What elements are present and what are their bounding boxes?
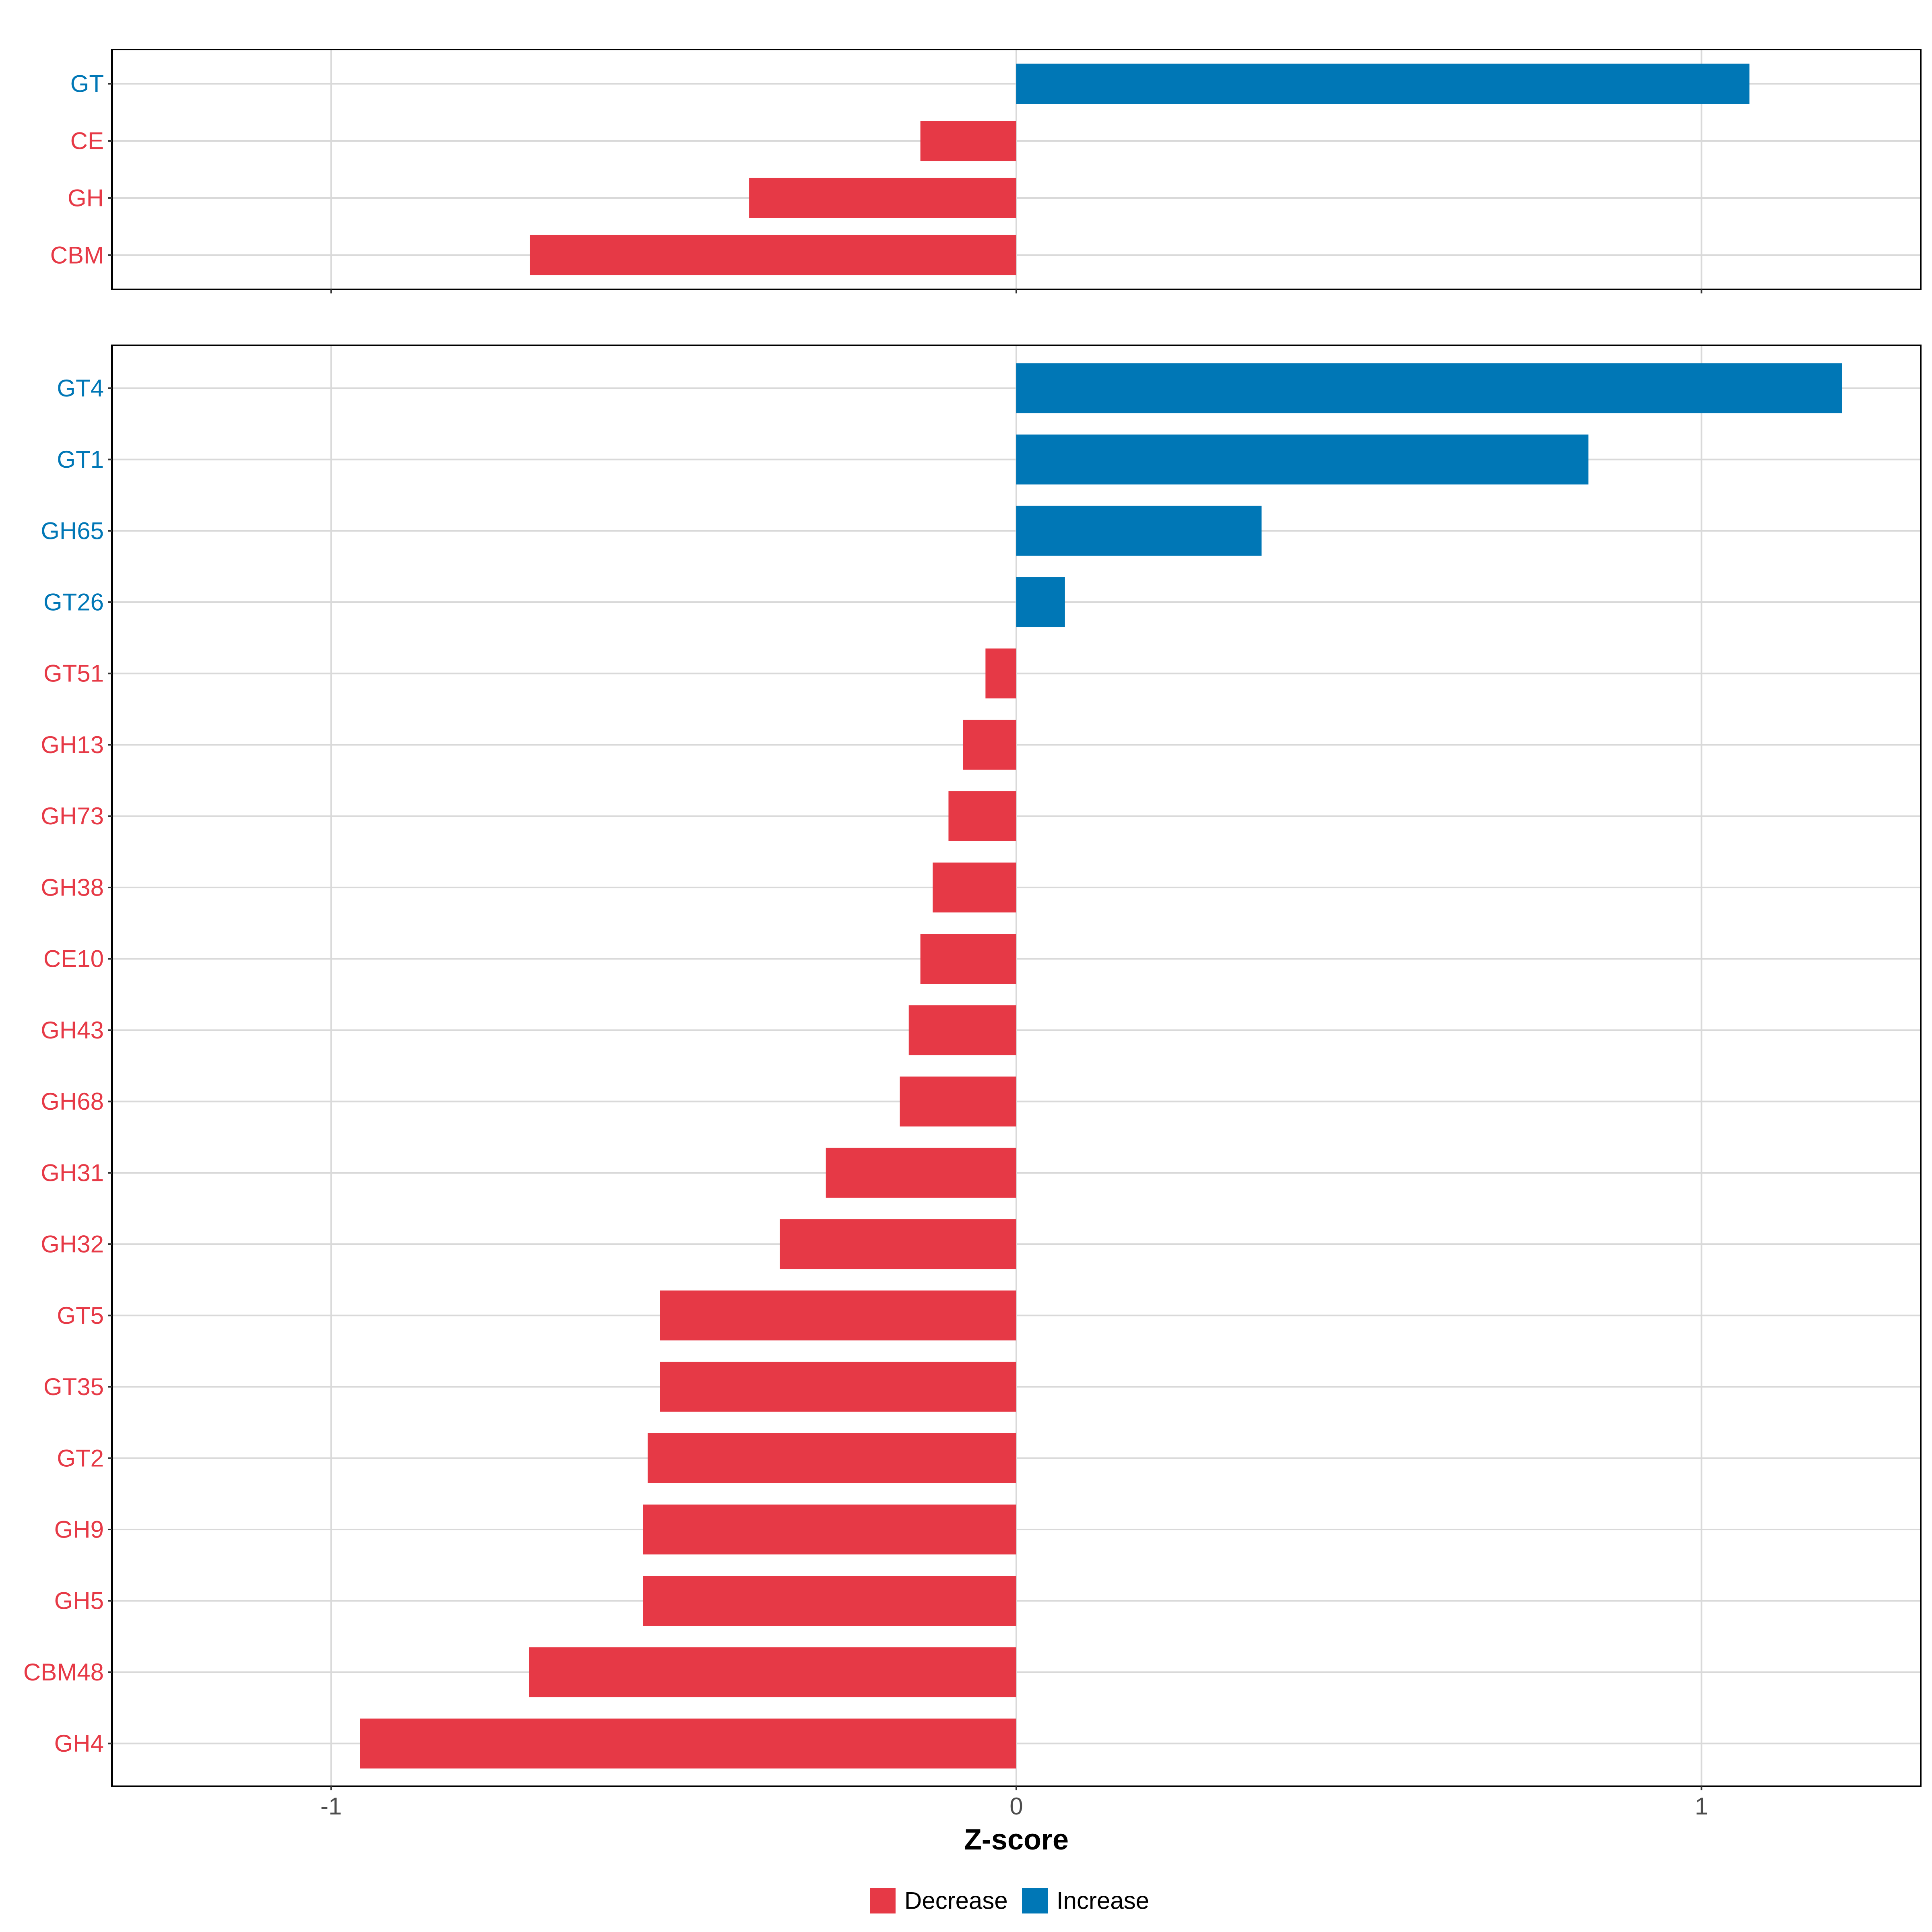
bar-gh32 [780, 1219, 1016, 1269]
bar-gt35 [660, 1362, 1016, 1412]
bar-gt2 [648, 1433, 1016, 1483]
y-label-gt2: GT2 [57, 1445, 104, 1472]
bar-gh68 [900, 1076, 1016, 1127]
bar-gh4 [360, 1718, 1017, 1769]
legend-label-decrease: Decrease [904, 1887, 1008, 1914]
y-label-ce: CE [70, 128, 104, 155]
legend-swatch-increase [1022, 1888, 1048, 1913]
y-label-gh9: GH9 [54, 1516, 104, 1543]
y-label-gt26: GT26 [43, 589, 104, 616]
y-label-gh: GH [68, 184, 104, 211]
bar-gh65 [1016, 506, 1262, 556]
y-label-gh38: GH38 [41, 874, 104, 901]
x-tick-label: 1 [1695, 1793, 1708, 1820]
bar-gh31 [826, 1148, 1016, 1198]
y-label-gt5: GT5 [57, 1302, 104, 1329]
y-label-gh32: GH32 [41, 1231, 104, 1258]
bar-cbm48 [529, 1647, 1016, 1697]
bottom-panel: GT4GT1GH65GT26GT51GH13GH73GH38CE10GH43GH… [23, 345, 1922, 1820]
bar-gt4 [1016, 363, 1842, 413]
y-label-gt35: GT35 [43, 1373, 104, 1400]
bar-gt1 [1016, 434, 1589, 485]
legend-label-increase: Increase [1057, 1887, 1149, 1914]
y-label-gh65: GH65 [41, 517, 104, 544]
bar-gt [1016, 64, 1750, 104]
y-label-gh68: GH68 [41, 1088, 104, 1115]
y-label-gh43: GH43 [41, 1017, 104, 1044]
bar-gh38 [933, 862, 1016, 912]
y-label-gt1: GT1 [57, 446, 104, 473]
y-label-gh13: GH13 [41, 731, 104, 758]
x-axis-title: Z-score [964, 1824, 1069, 1856]
bar-gh13 [963, 720, 1016, 770]
bar-gh [749, 178, 1016, 218]
bar-ce10 [920, 934, 1016, 984]
bar-gt51 [985, 648, 1016, 699]
bar-gt5 [660, 1290, 1016, 1341]
y-label-cbm: CBM [50, 242, 104, 268]
legend-swatch-decrease [870, 1888, 896, 1913]
bar-ce [920, 121, 1016, 161]
x-tick-label: 0 [1009, 1793, 1023, 1820]
bar-gh9 [643, 1504, 1016, 1554]
y-label-gt4: GT4 [57, 375, 104, 402]
y-label-gh73: GH73 [41, 803, 104, 830]
bar-gh43 [908, 1005, 1016, 1055]
bar-gt26 [1016, 577, 1065, 627]
y-label-gh4: GH4 [54, 1730, 104, 1757]
y-label-cbm48: CBM48 [23, 1659, 104, 1686]
y-label-ce10: CE10 [43, 945, 104, 972]
y-label-gh31: GH31 [41, 1159, 104, 1186]
y-label-gh5: GH5 [54, 1587, 104, 1614]
legend: Decrease Increase [870, 1887, 1149, 1914]
top-panel: GT CE GH CBM [50, 49, 1922, 293]
y-label-gt51: GT51 [43, 660, 104, 687]
x-tick-label: -1 [320, 1793, 342, 1820]
bar-cbm [530, 235, 1016, 275]
y-label-gt: GT [70, 70, 104, 97]
bar-gh5 [643, 1576, 1016, 1626]
bar-gh73 [948, 791, 1016, 841]
